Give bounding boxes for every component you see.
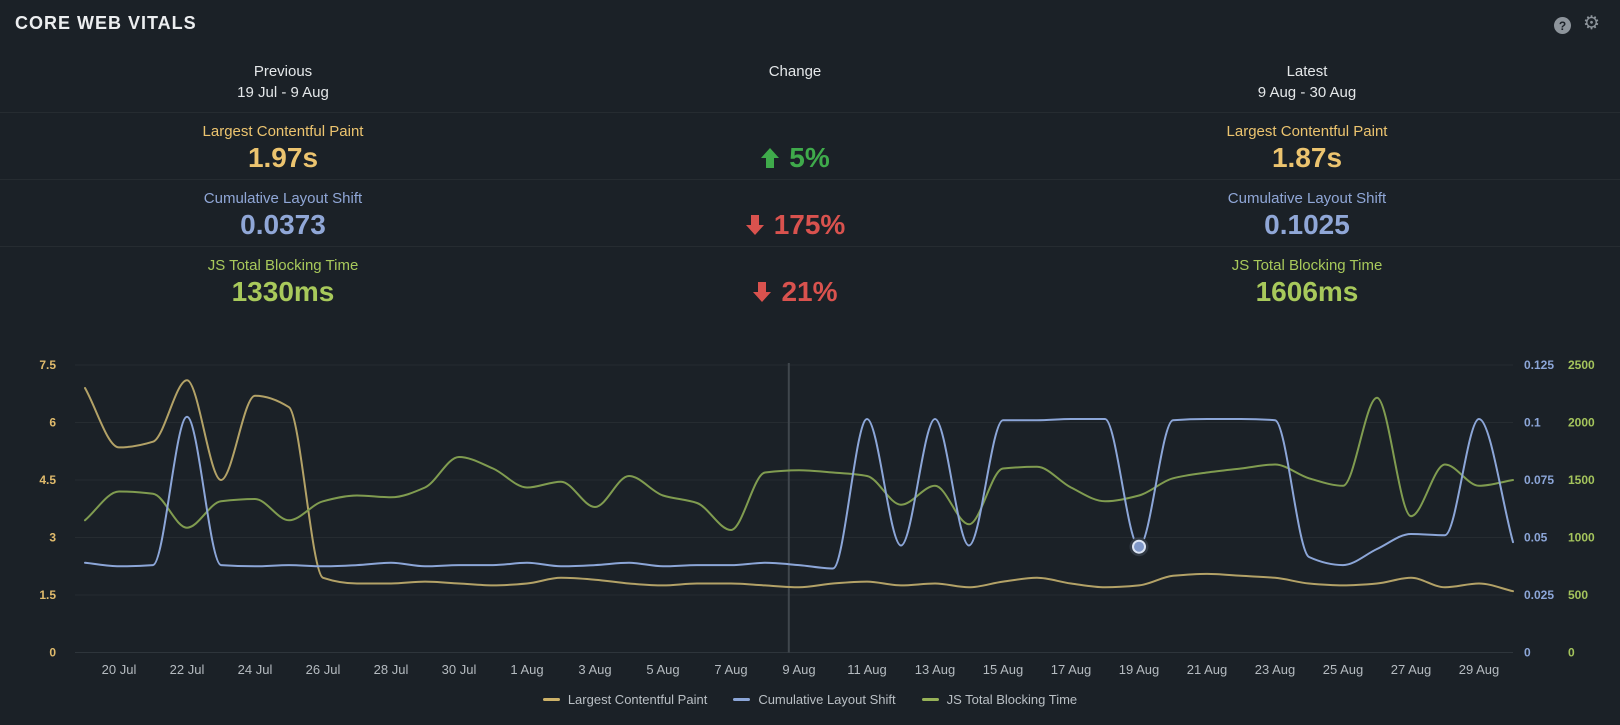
help-icon-glyph: ? xyxy=(1558,18,1567,33)
help-icon[interactable]: ? xyxy=(1554,17,1571,34)
latest-label: Latest xyxy=(1286,63,1328,80)
y-axis-cls-tick-label: 0.1 xyxy=(1524,416,1541,430)
metric-change-cls: 175% xyxy=(615,209,975,241)
x-axis-tick-label: 21 Aug xyxy=(1187,662,1228,677)
row-separator xyxy=(0,246,1620,247)
x-axis-tick-label: 11 Aug xyxy=(847,662,887,677)
previous-label: Previous xyxy=(253,63,313,80)
metric-value-tbt-previous: 1330ms xyxy=(231,276,335,307)
legend-label: Largest Contentful Paint xyxy=(567,692,708,707)
legend-swatch xyxy=(921,698,939,701)
y-axis-left-tick-label: 1.5 xyxy=(39,588,56,602)
x-axis-tick-label: 30 Jul xyxy=(442,662,477,677)
arrow-up-icon xyxy=(753,282,772,302)
x-axis-tick-label: 7 Aug xyxy=(714,662,747,677)
y-axis-tbt-tick-label: 500 xyxy=(1568,588,1588,602)
x-axis-tick-label: 17 Aug xyxy=(1051,662,1092,677)
y-axis-left-tick-label: 0 xyxy=(49,646,56,660)
column-header-change: Change xyxy=(615,61,975,82)
metric-label-tbt-previous: JS Total Blocking Time xyxy=(207,257,359,274)
y-axis-tbt-tick-label: 2000 xyxy=(1568,416,1595,430)
metric-label-tbt-latest: JS Total Blocking Time xyxy=(1231,257,1383,274)
previous-date-range: 19 Jul - 9 Aug xyxy=(237,84,329,101)
page-title: CORE WEB VITALS xyxy=(15,13,197,33)
metric-label-cls-previous: Cumulative Layout Shift xyxy=(203,190,363,207)
x-axis-tick-label: 3 Aug xyxy=(578,662,611,677)
legend-label: JS Total Blocking Time xyxy=(946,692,1078,707)
y-axis-tbt-tick-label: 0 xyxy=(1568,646,1575,660)
metric-value-tbt-latest: 1606ms xyxy=(1255,276,1359,307)
x-axis-tick-label: 1 Aug xyxy=(510,662,543,677)
legend-item[interactable]: Largest Contentful Paint xyxy=(542,692,708,707)
y-axis-cls-tick-label: 0.075 xyxy=(1524,473,1554,487)
x-axis-tick-label: 28 Jul xyxy=(374,662,409,677)
legend-label: Cumulative Layout Shift xyxy=(758,692,896,707)
y-axis-cls-tick-label: 0.025 xyxy=(1524,588,1554,602)
highlighted-data-point[interactable] xyxy=(1132,539,1146,554)
x-axis-tick-label: 27 Aug xyxy=(1391,662,1432,677)
metric-value-lcp-previous: 1.97s xyxy=(247,142,319,173)
y-axis-tbt-tick-label: 1000 xyxy=(1568,531,1595,545)
x-axis-tick-label: 19 Aug xyxy=(1119,662,1160,677)
chart-legend: Largest Contentful Paint Cumulative Layou… xyxy=(0,692,1620,707)
x-axis-tick-label: 15 Aug xyxy=(983,662,1024,677)
x-axis-tick-label: 29 Aug xyxy=(1459,662,1500,677)
metric-change-tbt: 21% xyxy=(615,276,975,308)
settings-gear-icon[interactable]: ⚙ xyxy=(1583,13,1601,34)
change-label: Change xyxy=(768,63,822,80)
y-axis-tbt-tick-label: 1500 xyxy=(1568,473,1595,487)
x-axis-tick-label: 5 Aug xyxy=(646,662,679,677)
metric-change-lcp-value: 5% xyxy=(789,142,830,173)
legend-swatch xyxy=(542,698,560,701)
y-axis-cls-tick-label: 0 xyxy=(1524,646,1531,660)
metric-value-cls-latest: 0.1025 xyxy=(1264,209,1350,240)
metric-label-lcp-previous: Largest Contentful Paint xyxy=(202,123,364,140)
column-header-previous: Previous 19 Jul - 9 Aug xyxy=(103,61,463,103)
x-axis-tick-label: 26 Jul xyxy=(306,662,341,677)
y-axis-cls-tick-label: 0.125 xyxy=(1524,358,1554,372)
x-axis-tick-label: 25 Aug xyxy=(1323,662,1364,677)
x-axis-tick-label: 9 Aug xyxy=(782,662,815,677)
row-separator xyxy=(0,179,1620,180)
metric-value-lcp-latest: 1.87s xyxy=(1271,142,1343,173)
y-axis-left-tick-label: 3 xyxy=(49,531,56,545)
x-axis-tick-label: 24 Jul xyxy=(238,662,273,677)
x-axis-tick-label: 23 Aug xyxy=(1255,662,1296,677)
series-line-lcp xyxy=(84,379,1514,593)
y-axis-left-tick-label: 4.5 xyxy=(39,473,56,487)
y-axis-left-tick-label: 7.5 xyxy=(39,358,56,372)
arrow-up-icon xyxy=(745,215,764,235)
series-line-cls xyxy=(84,415,1514,570)
series-line-tbt xyxy=(84,396,1514,532)
y-axis-cls-tick-label: 0.05 xyxy=(1524,531,1548,545)
y-axis-tbt-tick-label: 2500 xyxy=(1568,358,1595,372)
x-axis-tick-label: 20 Jul xyxy=(102,662,137,677)
arrow-down-icon xyxy=(761,148,780,168)
metric-label-lcp-latest: Largest Contentful Paint xyxy=(1226,123,1388,140)
metric-change-tbt-value: 21% xyxy=(781,276,838,307)
y-axis-left-tick-label: 6 xyxy=(49,416,56,430)
metric-change-lcp: 5% xyxy=(615,142,975,174)
legend-item[interactable]: Cumulative Layout Shift xyxy=(733,692,896,707)
latest-date-range: 9 Aug - 30 Aug xyxy=(1257,84,1357,101)
metric-value-cls-previous: 0.0373 xyxy=(240,209,326,240)
row-separator xyxy=(0,112,1620,113)
x-axis-tick-label: 13 Aug xyxy=(915,662,956,677)
column-header-latest: Latest 9 Aug - 30 Aug xyxy=(1127,61,1487,103)
metric-label-cls-latest: Cumulative Layout Shift xyxy=(1227,190,1387,207)
metric-change-cls-value: 175% xyxy=(773,209,846,240)
legend-item[interactable]: JS Total Blocking Time xyxy=(921,692,1078,707)
legend-swatch xyxy=(733,698,751,701)
x-axis-tick-label: 22 Jul xyxy=(170,662,205,677)
